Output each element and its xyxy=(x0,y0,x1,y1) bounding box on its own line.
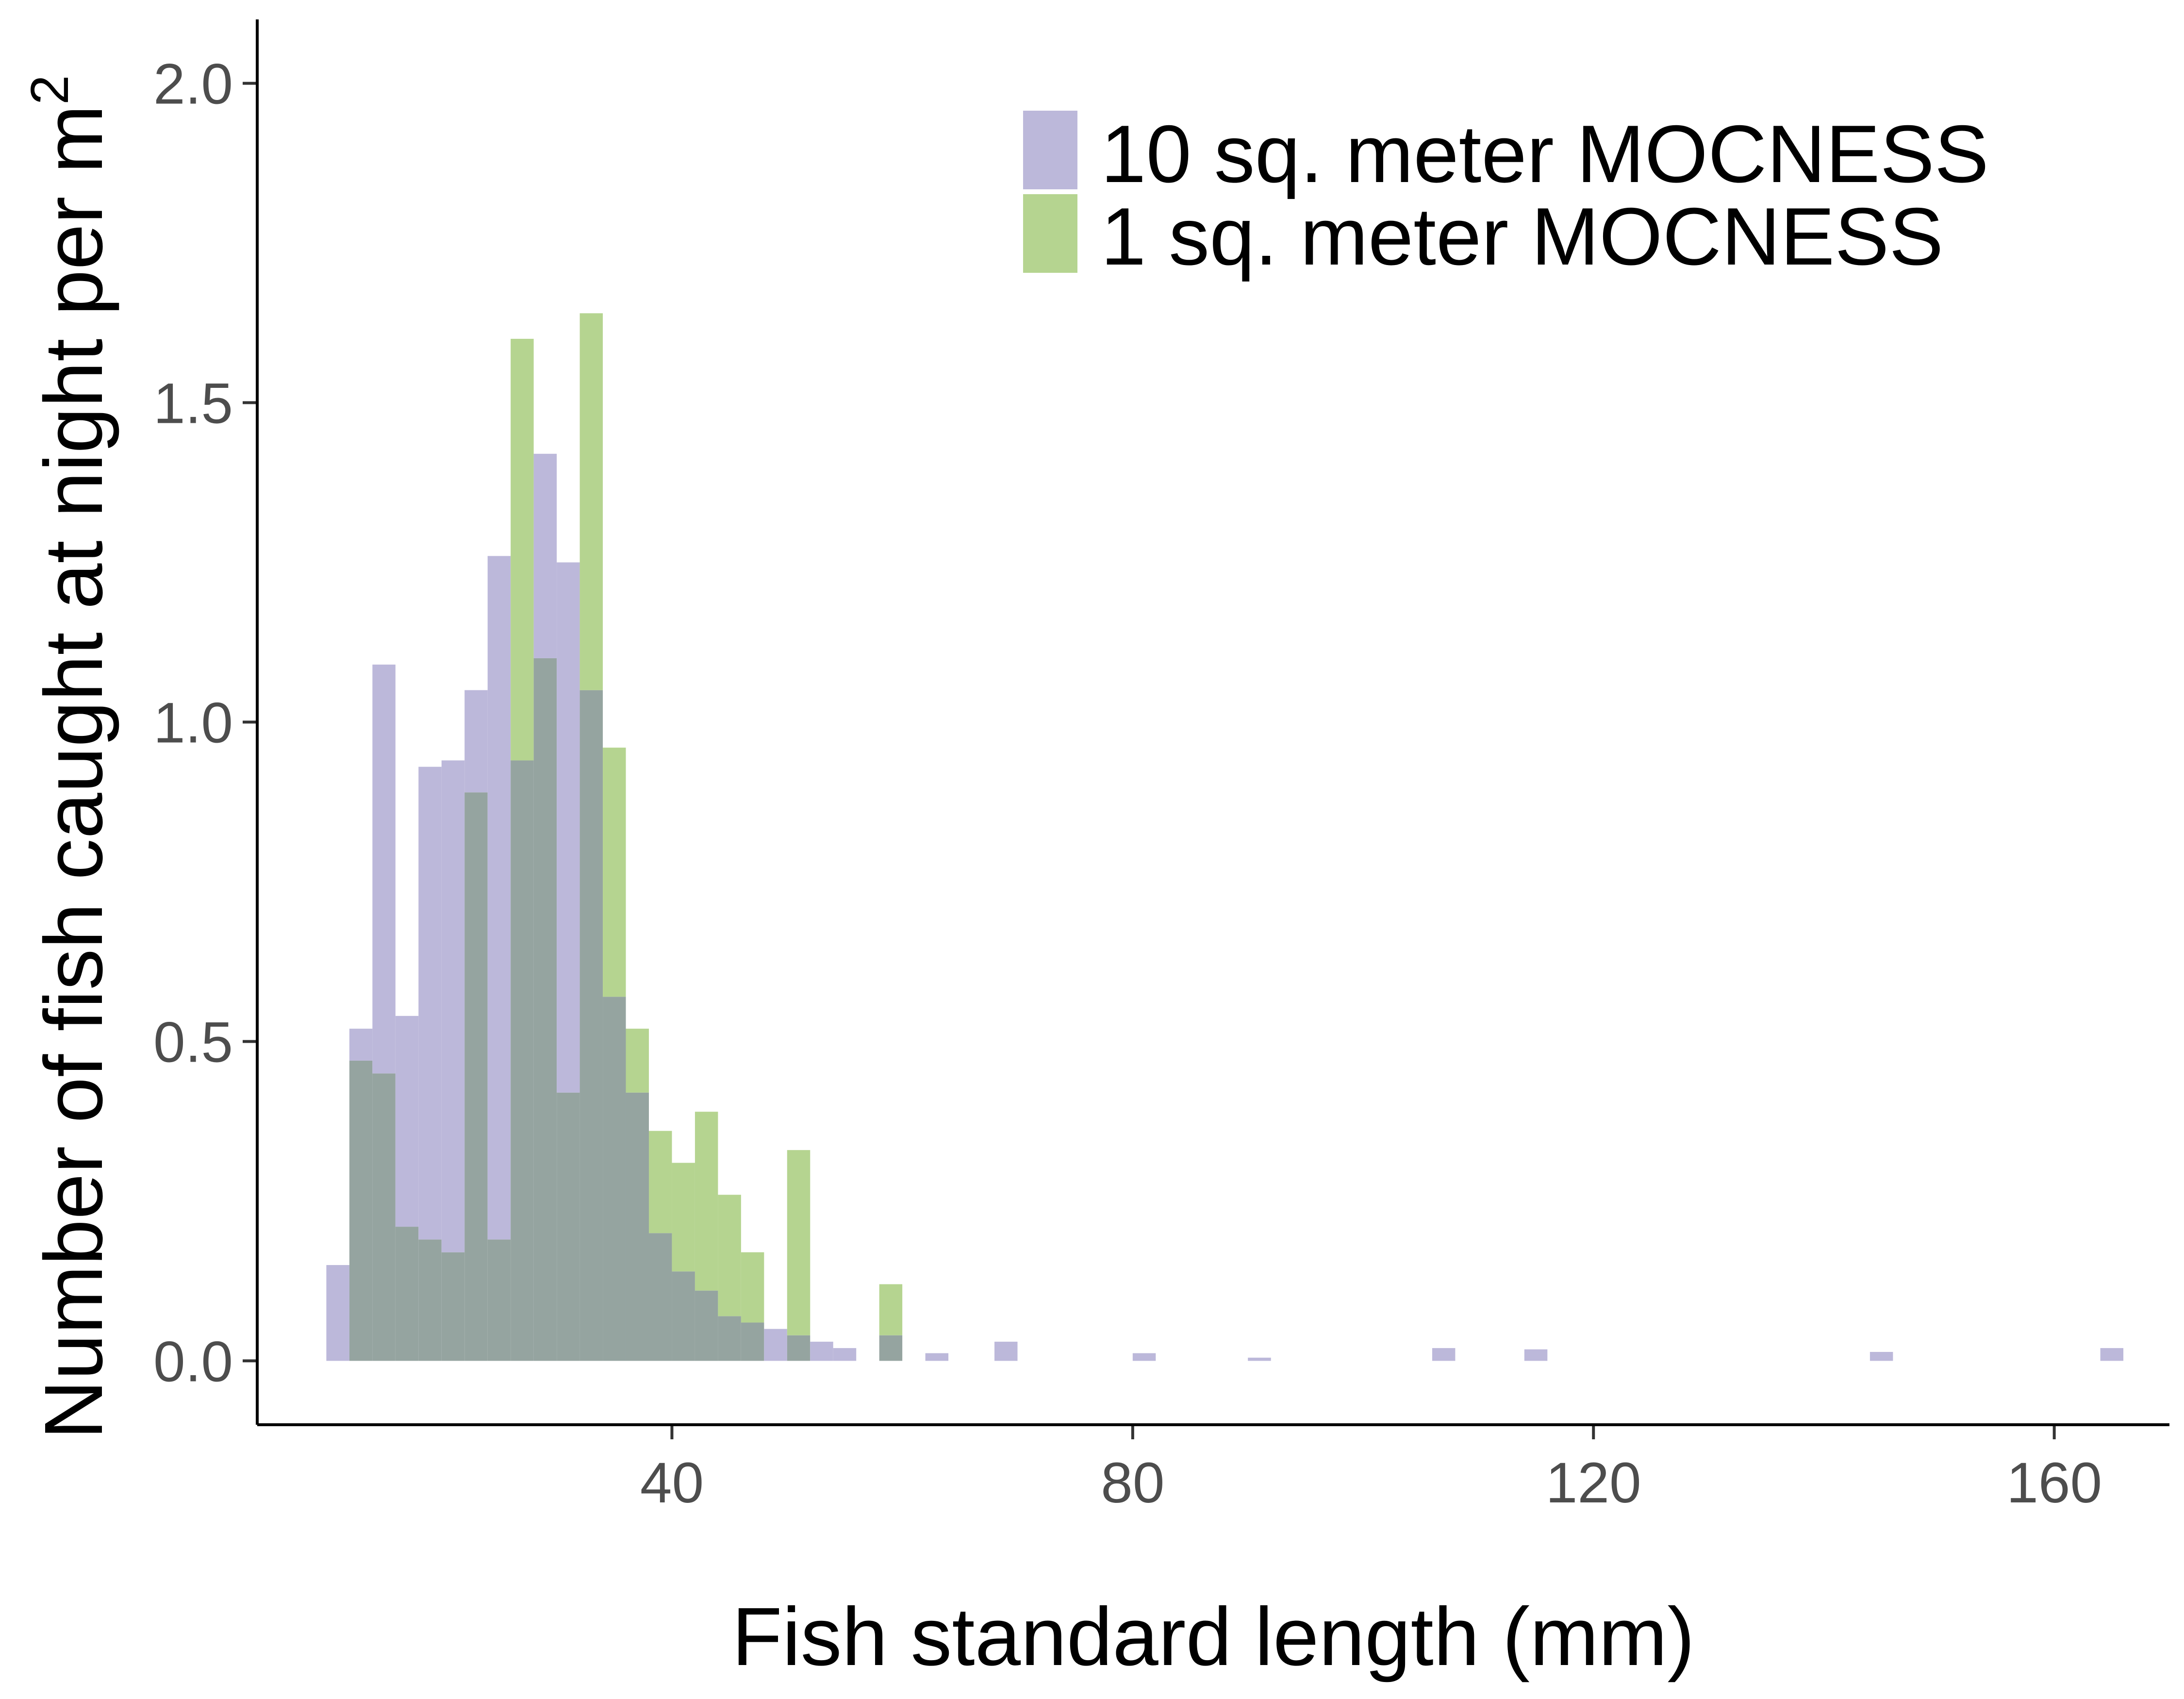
bar-10sqm-48mm xyxy=(764,1329,787,1361)
x-tick-label: 120 xyxy=(1546,1451,1641,1515)
bar-10sqm-144mm xyxy=(1870,1351,1893,1361)
bar-10sqm-10mm xyxy=(326,1265,349,1361)
bar-1sqm-38mm xyxy=(648,1131,672,1233)
x-axis-title: Fish standard length (mm) xyxy=(732,1591,1695,1683)
x-tick-label: 40 xyxy=(640,1451,704,1515)
bar-10sqm-22mm xyxy=(464,690,488,793)
y-tick-label: 0.5 xyxy=(153,1010,233,1074)
bar-overlap-12mm xyxy=(349,1060,373,1361)
bar-overlap-16mm xyxy=(395,1227,419,1361)
legend-swatch-1sqm xyxy=(1023,194,1077,273)
bar-overlap-58mm xyxy=(879,1335,903,1361)
bar-overlap-18mm xyxy=(418,1239,442,1361)
bar-10sqm-16mm xyxy=(395,1016,419,1227)
bar-overlap-32mm xyxy=(579,690,603,1361)
y-axis-ticks: 0.0 0.5 1.0 1.5 2.0 xyxy=(153,52,257,1394)
x-tick-label: 160 xyxy=(2006,1451,2102,1515)
bar-overlap-22mm xyxy=(464,792,488,1361)
bar-overlap-28mm xyxy=(533,658,557,1361)
bar-1sqm-26mm xyxy=(511,338,534,761)
bar-overlap-36mm xyxy=(626,1092,649,1361)
bar-overlap-42mm xyxy=(695,1290,718,1361)
bar-10sqm-18mm xyxy=(418,766,442,1240)
y-axis-title-superscript: 2 xyxy=(20,75,80,105)
bar-1sqm-44mm xyxy=(718,1195,741,1316)
bar-10sqm-12mm xyxy=(349,1029,373,1061)
x-axis-ticks: 40 80 120 160 xyxy=(640,1425,2102,1515)
bar-1sqm-36mm xyxy=(626,1029,649,1093)
bar-overlap-26mm xyxy=(511,760,534,1361)
bar-overlap-20mm xyxy=(441,1252,465,1361)
y-axis-title-main: Number of fish caught at night per m xyxy=(28,105,120,1440)
bar-overlap-30mm xyxy=(557,1092,580,1361)
bar-10sqm-52mm xyxy=(810,1341,833,1361)
bar-overlap-14mm xyxy=(372,1073,396,1361)
bar-1sqm-50mm xyxy=(787,1150,811,1335)
bar-1sqm-34mm xyxy=(603,748,626,997)
bar-10sqm-164mm xyxy=(2100,1348,2124,1361)
bar-10sqm-114mm xyxy=(1524,1349,1548,1361)
bar-10sqm-106mm xyxy=(1432,1348,1456,1361)
bar-10sqm-62mm xyxy=(925,1353,949,1361)
x-tick-label: 80 xyxy=(1101,1451,1164,1515)
bar-overlap-38mm xyxy=(648,1233,672,1361)
y-tick-label: 2.0 xyxy=(153,52,233,117)
bar-10sqm-20mm xyxy=(441,760,465,1252)
bar-overlap-24mm xyxy=(487,1239,511,1361)
bar-10sqm-30mm xyxy=(557,562,580,1093)
y-tick-label: 0.0 xyxy=(153,1330,233,1394)
bar-1sqm-32mm xyxy=(579,313,603,690)
bar-1sqm-40mm xyxy=(672,1163,695,1272)
histogram-bars xyxy=(326,313,2124,1361)
legend-label-1sqm: 1 sq. meter MOCNESS xyxy=(1101,191,1943,282)
legend: 10 sq. meter MOCNESS 1 sq. meter MOCNESS xyxy=(1023,108,1989,282)
legend-swatch-10sqm xyxy=(1023,111,1077,189)
y-tick-label: 1.0 xyxy=(153,691,233,755)
bar-10sqm-24mm xyxy=(487,556,511,1240)
y-tick-label: 1.5 xyxy=(153,372,233,436)
bar-1sqm-46mm xyxy=(741,1252,764,1323)
bar-overlap-50mm xyxy=(787,1335,811,1361)
bar-overlap-34mm xyxy=(603,997,626,1361)
bar-10sqm-14mm xyxy=(372,665,396,1074)
legend-label-10sqm: 10 sq. meter MOCNESS xyxy=(1101,108,1989,200)
bar-10sqm-80mm xyxy=(1132,1353,1156,1361)
bar-overlap-46mm xyxy=(741,1322,764,1361)
bar-10sqm-68mm xyxy=(994,1341,1018,1361)
y-axis-title: Number of fish caught at night per m2 xyxy=(20,75,120,1440)
bar-10sqm-90mm xyxy=(1248,1357,1271,1361)
bar-10sqm-54mm xyxy=(833,1348,857,1361)
bar-overlap-44mm xyxy=(718,1316,741,1361)
bar-10sqm-28mm xyxy=(533,453,557,658)
bar-1sqm-58mm xyxy=(879,1284,903,1335)
bar-1sqm-42mm xyxy=(695,1112,718,1291)
bar-overlap-40mm xyxy=(672,1271,695,1361)
